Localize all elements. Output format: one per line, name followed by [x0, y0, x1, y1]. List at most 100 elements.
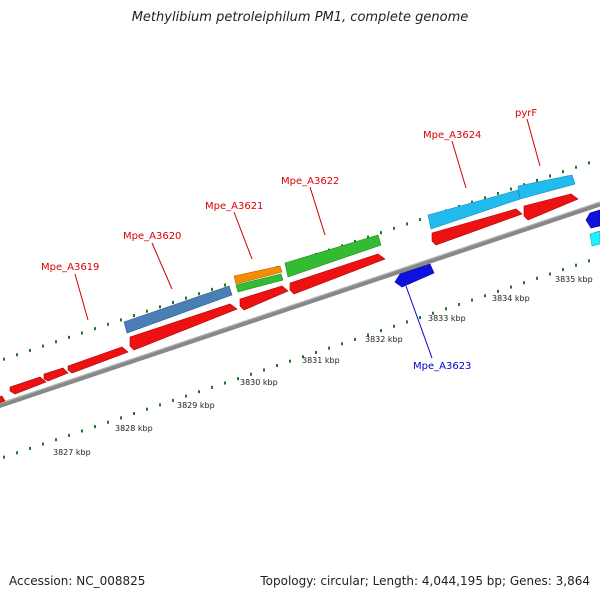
guide-dot [3, 455, 5, 459]
leader-line [309, 186, 326, 236]
guide-dot [81, 331, 83, 335]
guide-dot [211, 385, 213, 389]
guide-dot [562, 170, 564, 174]
guide-dot [107, 420, 109, 424]
cds-feature-reverse[interactable] [585, 209, 600, 229]
cds-feature[interactable] [431, 208, 523, 246]
leader-line [405, 285, 433, 359]
leader-line [451, 140, 467, 189]
scale-label: 3834 kbp [492, 294, 530, 303]
guide-dot [497, 289, 499, 293]
cds-feature[interactable] [239, 285, 289, 311]
scale-label: 3828 kbp [115, 424, 153, 433]
gene-label[interactable]: pyrF [515, 108, 537, 119]
cds-feature[interactable] [9, 376, 47, 395]
guide-dot [367, 333, 369, 337]
leader-line [526, 118, 541, 167]
scale-label: 3831 kbp [302, 356, 340, 365]
guide-dot [276, 364, 278, 368]
cds-feature[interactable] [43, 367, 69, 382]
cds-feature-green[interactable] [235, 273, 284, 293]
scale-label: 3832 kbp [365, 335, 403, 344]
gene-label[interactable]: Mpe_A3623 [413, 361, 471, 372]
guide-dot [172, 300, 174, 304]
guide-dot [380, 329, 382, 333]
guide-dot [185, 296, 187, 300]
guide-dot [445, 307, 447, 311]
guide-dot [42, 442, 44, 446]
guide-dot [133, 314, 135, 318]
guide-dot [55, 340, 57, 344]
cds-feature-green[interactable] [284, 234, 382, 278]
guide-dot [224, 283, 226, 287]
leader-lines [74, 118, 541, 359]
guide-dot [146, 407, 148, 411]
guide-dot [510, 285, 512, 289]
cds-feature[interactable] [0, 395, 6, 406]
forward-cds-row [0, 193, 579, 406]
reverse-cds-row [394, 209, 600, 288]
guide-dot [29, 348, 31, 352]
cds-feature-reverse[interactable] [394, 263, 435, 288]
cds-feature[interactable] [523, 193, 579, 221]
scale-label: 3827 kbp [53, 448, 91, 457]
cds-feature-skyblue[interactable] [517, 174, 576, 200]
gene-label[interactable]: Mpe_A3619 [41, 262, 99, 273]
cds-feature[interactable] [129, 303, 238, 351]
guide-dot [354, 239, 356, 243]
cds-feature[interactable] [67, 346, 129, 374]
guide-dot [471, 200, 473, 204]
map-title: Methylibium petroleiphilum PM1, complete… [131, 10, 469, 25]
guide-dot [68, 433, 70, 437]
guide-dot [523, 281, 525, 285]
guide-dot [575, 165, 577, 169]
cds-feature-orange[interactable] [233, 265, 283, 285]
guide-dot [107, 322, 109, 326]
guide-dot [302, 355, 304, 359]
guide-dot [575, 263, 577, 267]
guide-dot [471, 298, 473, 302]
gene-labels: Mpe_A3619 Mpe_A3620 Mpe_A3621 Mpe_A3622 … [41, 108, 537, 372]
gene-label[interactable]: Mpe_A3621 [205, 201, 263, 212]
forward-colored-row [123, 174, 600, 334]
guide-dot [120, 416, 122, 420]
scale-label: 3830 kbp [240, 378, 278, 387]
gene-label[interactable]: Mpe_A3622 [281, 176, 339, 187]
guide-dot [510, 187, 512, 191]
leader-line [74, 273, 89, 321]
guide-dot [3, 357, 5, 361]
gene-label[interactable]: Mpe_A3624 [423, 130, 481, 141]
gene-label[interactable]: Mpe_A3620 [123, 231, 181, 242]
guide-dot [68, 335, 70, 339]
guide-dot [367, 235, 369, 239]
cds-feature-skyblue[interactable] [589, 230, 600, 247]
scale-label: 3833 kbp [428, 314, 466, 323]
guide-dot [198, 390, 200, 394]
guide-dot [16, 353, 18, 357]
cds-feature-steelblue[interactable] [123, 285, 233, 334]
genome-backbone-highlight [0, 201, 600, 404]
guide-dot [588, 259, 590, 263]
guide-dot [237, 377, 239, 381]
leader-line [233, 211, 253, 260]
genome-backbone [0, 201, 600, 408]
guide-dot [81, 429, 83, 433]
guide-dot [549, 174, 551, 178]
guide-dot [406, 320, 408, 324]
cds-feature[interactable] [289, 253, 386, 295]
guide-dot-rows [3, 161, 590, 459]
guide-dot [393, 324, 395, 328]
guide-dot [484, 196, 486, 200]
guide-dot [94, 327, 96, 331]
guide-dot [224, 381, 226, 385]
guide-dot [380, 231, 382, 235]
guide-dot [55, 438, 57, 442]
guide-dot [549, 272, 551, 276]
guide-dot [536, 178, 538, 182]
guide-dot [211, 287, 213, 291]
scale-label: 3829 kbp [177, 401, 215, 410]
guide-dot [263, 368, 265, 372]
genome-summary-text: Topology: circular; Length: 4,044,195 bp… [260, 574, 590, 588]
guide-dot [328, 346, 330, 350]
